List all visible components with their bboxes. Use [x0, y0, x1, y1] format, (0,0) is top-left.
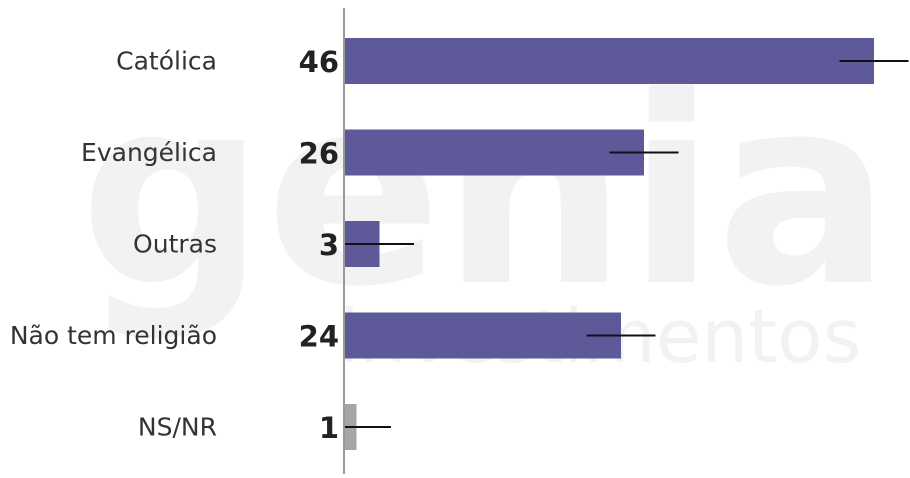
category-label-nao-tem-religiao: Não tem religião: [10, 321, 217, 350]
category-label-catolica: Católica: [116, 47, 217, 76]
error-bars-layer: [345, 60, 909, 428]
value-label-outras: 3: [319, 228, 339, 262]
value-label-evangelica: 26: [299, 137, 339, 171]
category-label-ns-nr: NS/NR: [138, 413, 217, 442]
bar-nao-tem-religiao: [345, 312, 621, 359]
watermark-brand-text: genial: [79, 42, 910, 344]
value-label-ns-nr: 1: [319, 411, 339, 445]
bar-evangelica: [345, 129, 644, 176]
category-label-evangelica: Evangélica: [81, 138, 217, 167]
category-label-outras: Outras: [133, 230, 217, 259]
value-label-catolica: 46: [299, 45, 339, 79]
labels-layer: Católica 46 Evangélica 26 Outras 3 Não tem rel…: [10, 45, 339, 445]
bar-catolica: [345, 38, 874, 84]
value-label-nao-tem-religiao: 24: [299, 320, 339, 354]
